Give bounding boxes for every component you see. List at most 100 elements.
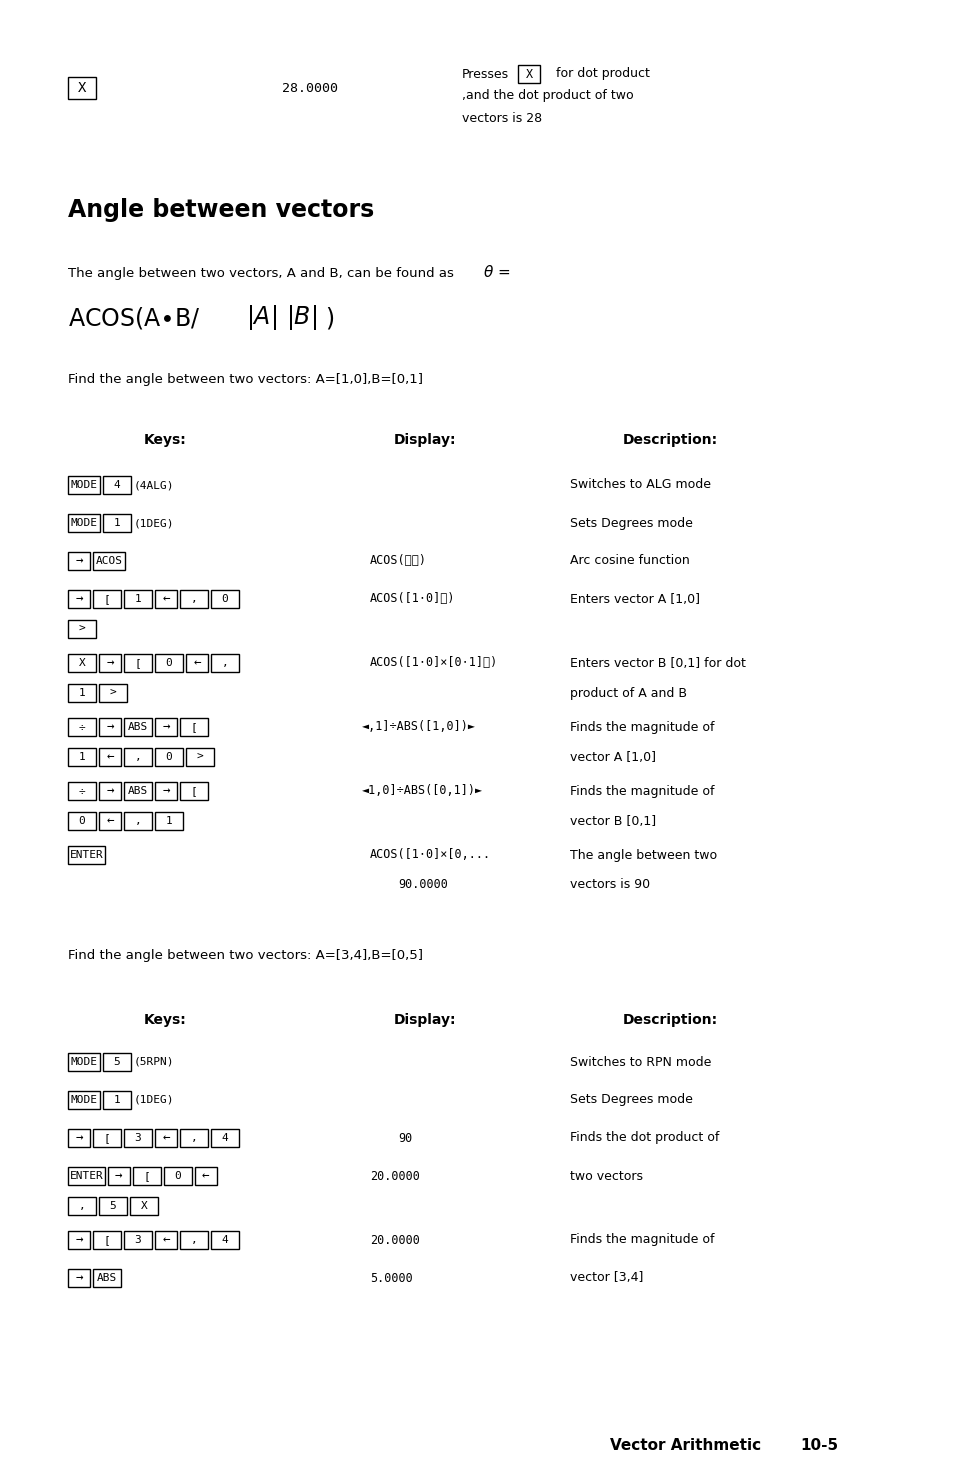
Text: →: → xyxy=(75,1271,83,1285)
Text: ACOS([1⋅0]〉): ACOS([1⋅0]〉) xyxy=(370,592,455,605)
Text: 1: 1 xyxy=(134,593,141,604)
Text: Description:: Description: xyxy=(621,1012,717,1027)
FancyBboxPatch shape xyxy=(194,1166,216,1185)
FancyBboxPatch shape xyxy=(130,1197,158,1215)
Text: [: [ xyxy=(104,1234,111,1245)
Text: ÷: ÷ xyxy=(78,722,85,733)
Text: product of A and B: product of A and B xyxy=(569,687,686,700)
Text: vector A [1,0]: vector A [1,0] xyxy=(569,750,656,764)
Text: ,: , xyxy=(191,1234,197,1245)
FancyBboxPatch shape xyxy=(180,591,208,608)
FancyBboxPatch shape xyxy=(517,65,539,83)
Text: X: X xyxy=(525,68,532,80)
FancyBboxPatch shape xyxy=(103,1054,131,1070)
Text: ←: ← xyxy=(162,1233,170,1246)
Text: 0: 0 xyxy=(221,593,228,604)
FancyBboxPatch shape xyxy=(68,684,96,702)
Text: 10-5: 10-5 xyxy=(800,1437,838,1452)
Text: →: → xyxy=(106,784,113,798)
FancyBboxPatch shape xyxy=(154,1129,177,1147)
FancyBboxPatch shape xyxy=(92,552,125,570)
Text: ENTER: ENTER xyxy=(70,850,103,860)
FancyBboxPatch shape xyxy=(99,747,121,767)
Text: MODE: MODE xyxy=(71,1057,97,1067)
Text: >: > xyxy=(196,752,203,762)
FancyBboxPatch shape xyxy=(154,589,177,608)
Text: Enters vector A [1,0]: Enters vector A [1,0] xyxy=(569,592,700,605)
Text: $|A|$: $|A|$ xyxy=(246,303,276,333)
Text: 0: 0 xyxy=(78,815,85,826)
Text: ←: ← xyxy=(193,657,200,669)
Text: ←: ← xyxy=(162,592,170,605)
Text: 1: 1 xyxy=(113,1095,120,1106)
FancyBboxPatch shape xyxy=(68,1197,96,1215)
FancyBboxPatch shape xyxy=(68,620,96,638)
FancyBboxPatch shape xyxy=(103,515,131,531)
Text: 5: 5 xyxy=(113,1057,120,1067)
FancyBboxPatch shape xyxy=(68,77,96,99)
FancyBboxPatch shape xyxy=(180,1231,208,1249)
FancyBboxPatch shape xyxy=(154,749,183,765)
Text: for dot product: for dot product xyxy=(556,68,649,80)
Text: [: [ xyxy=(134,659,141,667)
Text: ,: , xyxy=(221,659,228,667)
FancyBboxPatch shape xyxy=(154,781,177,801)
Text: (4ALG): (4ALG) xyxy=(133,480,174,490)
FancyBboxPatch shape xyxy=(68,654,96,672)
Text: Find the angle between two vectors: A=[3,4],B=[0,5]: Find the angle between two vectors: A=[3… xyxy=(68,950,422,962)
Text: 5: 5 xyxy=(110,1200,116,1211)
Text: Keys:: Keys: xyxy=(144,434,186,447)
FancyBboxPatch shape xyxy=(124,591,152,608)
Text: Enters vector B [0,1] for dot: Enters vector B [0,1] for dot xyxy=(569,657,745,669)
Text: 5.0000: 5.0000 xyxy=(370,1271,413,1285)
Text: 1: 1 xyxy=(113,518,120,528)
Text: Switches to ALG mode: Switches to ALG mode xyxy=(569,478,710,491)
Text: Sets Degrees mode: Sets Degrees mode xyxy=(569,1094,692,1107)
Text: $\mathrm{ACOS(A{\bullet}B/}$: $\mathrm{ACOS(A{\bullet}B/}$ xyxy=(68,305,200,332)
Text: 0: 0 xyxy=(166,659,172,667)
Text: 90: 90 xyxy=(397,1132,412,1144)
FancyBboxPatch shape xyxy=(211,1231,239,1249)
FancyBboxPatch shape xyxy=(180,1129,208,1147)
Text: ACOS([1⋅0]×[0,...: ACOS([1⋅0]×[0,... xyxy=(370,848,491,861)
Text: Display:: Display: xyxy=(394,434,456,447)
Text: MODE: MODE xyxy=(71,1095,97,1106)
Text: 20.0000: 20.0000 xyxy=(370,1233,419,1246)
Text: →: → xyxy=(106,721,113,734)
Text: X: X xyxy=(78,81,86,95)
Text: two vectors: two vectors xyxy=(569,1169,642,1183)
FancyBboxPatch shape xyxy=(124,718,152,736)
FancyBboxPatch shape xyxy=(68,847,105,864)
FancyBboxPatch shape xyxy=(180,783,208,799)
Text: vectors is 90: vectors is 90 xyxy=(569,879,649,891)
FancyBboxPatch shape xyxy=(124,654,152,672)
Text: vector [3,4]: vector [3,4] xyxy=(569,1271,642,1285)
FancyBboxPatch shape xyxy=(99,781,121,801)
Text: Finds the dot product of: Finds the dot product of xyxy=(569,1132,719,1144)
FancyBboxPatch shape xyxy=(68,589,90,608)
Text: ACOS(〈〉): ACOS(〈〉) xyxy=(370,555,427,567)
Text: →: → xyxy=(75,1132,83,1144)
Text: ABS: ABS xyxy=(97,1273,117,1283)
Text: 1: 1 xyxy=(78,688,85,699)
Text: $|B|$: $|B|$ xyxy=(286,303,316,333)
FancyBboxPatch shape xyxy=(99,654,121,672)
FancyBboxPatch shape xyxy=(124,783,152,799)
FancyBboxPatch shape xyxy=(68,813,96,830)
FancyBboxPatch shape xyxy=(99,684,127,702)
FancyBboxPatch shape xyxy=(68,718,96,736)
Text: ◄,1]÷ABS([1,0])►: ◄,1]÷ABS([1,0])► xyxy=(361,721,476,734)
Text: 4: 4 xyxy=(221,1134,228,1143)
Text: →: → xyxy=(115,1169,122,1183)
Text: ABS: ABS xyxy=(128,722,148,733)
Text: 28.0000: 28.0000 xyxy=(282,81,337,95)
Text: ←: ← xyxy=(162,1132,170,1144)
Text: >: > xyxy=(110,688,116,699)
Text: ACOS: ACOS xyxy=(95,556,122,565)
Text: →: → xyxy=(75,555,83,567)
FancyBboxPatch shape xyxy=(68,749,96,765)
Text: X: X xyxy=(78,659,85,667)
Text: $\theta\,=$: $\theta\,=$ xyxy=(482,263,511,280)
Text: 3: 3 xyxy=(134,1234,141,1245)
Text: 20.0000: 20.0000 xyxy=(370,1169,419,1183)
